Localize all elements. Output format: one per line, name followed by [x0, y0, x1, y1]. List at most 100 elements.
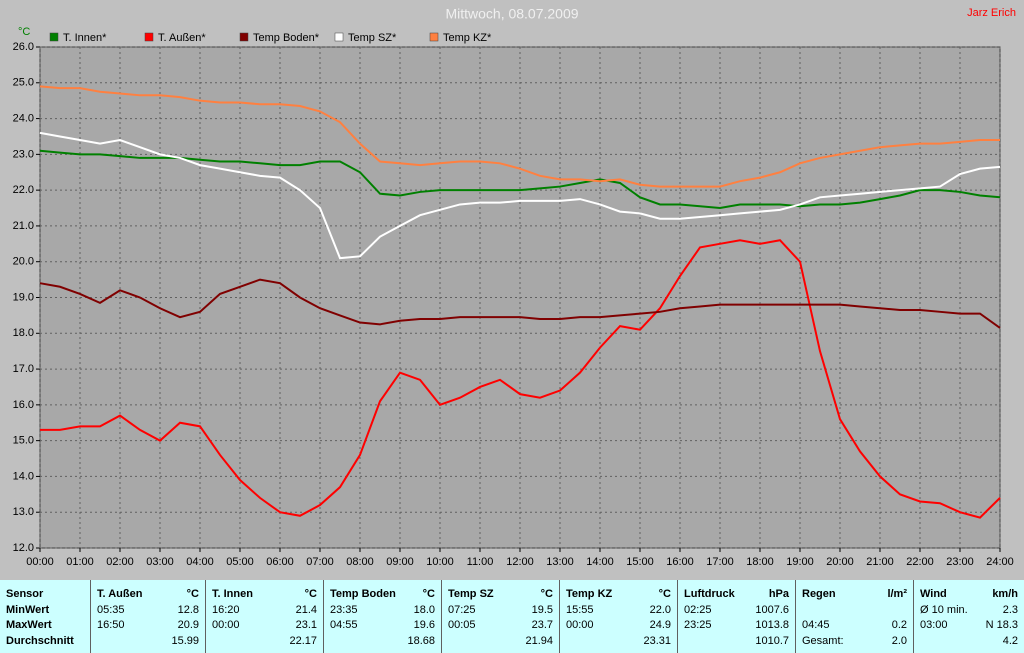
x-tick-label: 09:00	[386, 556, 414, 568]
table-cell: 03:00	[920, 619, 948, 631]
series-line	[39, 85, 1000, 188]
legend-swatch	[49, 32, 59, 42]
table-cell: 21.94	[525, 635, 553, 647]
x-tick-label: 19:00	[786, 556, 814, 568]
x-tick-label: 04:00	[186, 556, 214, 568]
table-cell: 21.4	[295, 604, 317, 616]
x-tick-label: 14:00	[586, 556, 614, 568]
table-cell: Ø 10 min.	[920, 604, 968, 616]
table-column: Luftdruck hPa 02:25 1007.6 23:25 1013.8 1010.7	[677, 580, 795, 653]
x-tick-label: 22:00	[906, 556, 934, 568]
x-tick-label: 11:00	[467, 556, 494, 568]
x-tick-label: 08:00	[346, 556, 374, 568]
table-cell: 19.6	[413, 619, 435, 631]
y-tick-label: 24.0	[13, 112, 34, 124]
series-line	[39, 149, 1001, 210]
table-cell: 16:20	[212, 604, 240, 616]
y-tick-label: 23.0	[13, 148, 34, 160]
x-tick-label: 24:00	[986, 556, 1014, 568]
table-column: Wind km/h Ø 10 min. 2.3 03:00 N 18.3 4.2	[913, 580, 1024, 653]
legend-swatch	[144, 32, 154, 42]
table-cell: Sensor	[6, 588, 44, 600]
series-line	[39, 131, 1001, 260]
table-column: T. Innen °C 16:20 21.4 00:00 23.1 22.17	[205, 580, 323, 653]
table-cell: 4.2	[1002, 635, 1018, 647]
y-axis-label: °C	[18, 26, 30, 38]
x-tick-label: 23:00	[946, 556, 974, 568]
table-cell: 19.5	[531, 604, 553, 616]
stats-table: Sensor MinWert MaxWert Durchschnitt T. Außen…	[0, 580, 1024, 653]
table-cell: 00:00	[212, 619, 240, 631]
y-tick-label: 19.0	[13, 291, 34, 303]
table-cell: 18.0	[413, 604, 435, 616]
table-cell: Gesamt:	[802, 635, 844, 647]
legend-swatch	[334, 32, 344, 42]
table-cell: 00:05	[448, 619, 476, 631]
x-tick-label: 16:00	[666, 556, 694, 568]
table-cell: 04:45	[802, 619, 830, 631]
table-cell: 23:35	[330, 604, 358, 616]
table-cell: 22.0	[649, 604, 671, 616]
table-cell: 20.9	[177, 619, 199, 631]
legend-swatch	[429, 32, 439, 42]
y-tick-label: 20.0	[13, 256, 34, 268]
table-cell: 2.0	[891, 635, 907, 647]
table-cell: 23:25	[684, 619, 712, 631]
table-cell: 12.8	[177, 604, 199, 616]
table-cell: 00:00	[566, 619, 594, 631]
table-cell: 07:25	[448, 604, 476, 616]
row-labels: Sensor MinWert MaxWert Durchschnitt	[0, 580, 90, 653]
x-tick-label: 00:00	[26, 556, 54, 568]
y-tick-label: 14.0	[13, 470, 34, 482]
y-tick-label: 13.0	[13, 506, 34, 518]
legend-label: T. Außen*	[158, 32, 206, 44]
table-cell: 16:50	[97, 619, 125, 631]
table-cell: km/h	[992, 588, 1018, 600]
x-tick-label: 02:00	[106, 556, 134, 568]
table-cell: °C	[540, 588, 553, 600]
table-cell: T. Innen	[212, 588, 253, 600]
x-tick-label: 15:00	[626, 556, 654, 568]
table-cell: 23.31	[643, 635, 671, 647]
table-column: T. Außen °C 05:35 12.8 16:50 20.9 15.99	[90, 580, 205, 653]
x-tick-label: 10:00	[426, 556, 454, 568]
table-cell: 22.17	[289, 635, 317, 647]
y-tick-label: 18.0	[13, 327, 34, 339]
table-cell: 05:35	[97, 604, 125, 616]
table-cell: 04:55	[330, 619, 358, 631]
table-cell: 1013.8	[755, 619, 789, 631]
table-cell: 1007.6	[755, 604, 789, 616]
table-cell: 0.2	[891, 619, 907, 631]
y-tick-label: 12.0	[13, 542, 34, 554]
table-cell: °C	[186, 588, 199, 600]
x-tick-label: 07:00	[306, 556, 334, 568]
table-cell: °C	[304, 588, 317, 600]
y-tick-label: 25.0	[13, 77, 34, 89]
x-tick-label: 01:00	[66, 556, 94, 568]
series-line	[40, 239, 1001, 519]
y-tick-label: 22.0	[13, 184, 34, 196]
y-tick-label: 16.0	[13, 399, 34, 411]
table-cell: 18.68	[407, 635, 435, 647]
table-cell: 24.9	[649, 619, 671, 631]
y-tick-label: 21.0	[13, 220, 34, 232]
x-tick-label: 17:00	[706, 556, 734, 568]
x-tick-label: 06:00	[266, 556, 294, 568]
legend-swatch	[239, 32, 249, 42]
table-cell: Temp KZ	[566, 588, 613, 600]
x-tick-label: 13:00	[546, 556, 574, 568]
table-cell: Wind	[920, 588, 947, 600]
table-cell: Temp Boden	[330, 588, 396, 600]
legend-label: Temp SZ*	[348, 32, 397, 44]
table-cell: 15.99	[171, 635, 199, 647]
table-column: Temp SZ °C 07:25 19.5 00:05 23.7 21.94	[441, 580, 559, 653]
legend-label: Temp KZ*	[443, 32, 492, 44]
chart-title: Mittwoch, 08.07.2009	[445, 6, 578, 22]
table-cell: Durchschnitt	[6, 635, 74, 647]
table-cell: hPa	[768, 588, 789, 600]
chart: Mittwoch, 08.07.2009 Jarz Erich °C 12.0 1…	[13, 6, 1016, 568]
table-cell: 15:55	[566, 604, 594, 616]
table-cell: °C	[422, 588, 435, 600]
table-cell: MinWert	[6, 604, 50, 616]
